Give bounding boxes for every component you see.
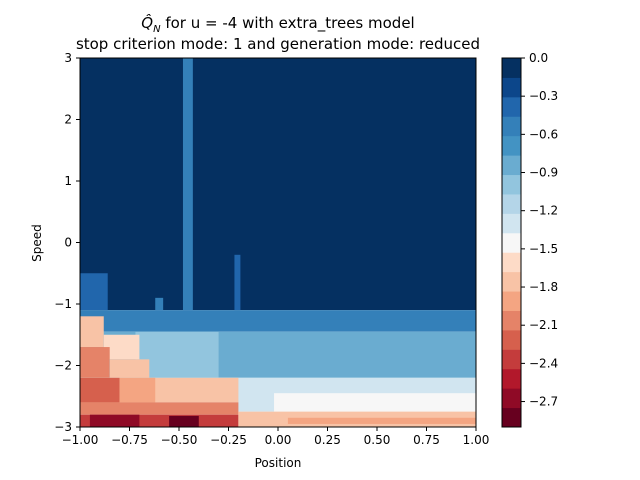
colorbar-tick-label: −0.6 <box>529 127 558 141</box>
heatmap-cell <box>109 359 150 378</box>
colorbar-segment <box>502 96 521 117</box>
colorbar-segment <box>502 349 521 370</box>
chart-title-line2: stop criterion mode: 1 and generation mo… <box>76 35 480 53</box>
colorbar-tick-label: −0.9 <box>529 166 558 180</box>
colorbar-segment <box>502 368 521 389</box>
colorbar-frame <box>501 57 522 428</box>
colorbar-tick-label: −1.5 <box>529 242 558 256</box>
x-tick-label: 0.25 <box>314 433 341 447</box>
colorbar-segment <box>502 329 521 350</box>
colorbar-segment <box>502 252 521 273</box>
y-tick-label: 1 <box>64 174 72 188</box>
x-tick-label: 0.00 <box>265 433 292 447</box>
colorbar-segment <box>502 193 521 214</box>
colorbar-tick-label: 0.0 <box>529 51 548 65</box>
colorbar-segment <box>502 58 521 78</box>
heatmap-cell <box>169 415 199 427</box>
title-symbol: Q̂ <box>141 13 153 32</box>
heatmap-cell <box>80 402 239 415</box>
heatmap-cell <box>258 319 476 329</box>
heatmap-cell <box>80 273 108 311</box>
colorbar-segment <box>502 271 521 292</box>
heatmap-cell <box>80 347 110 378</box>
colorbar-tick-label: −1.8 <box>529 280 558 294</box>
colorbar-ticks: 0.0 −0.3 −0.6 −0.9 −1.2 −1.5 −1.8 −2.1 −2.4 −2.7 <box>521 51 558 409</box>
x-tick-label: 0.50 <box>364 433 391 447</box>
colorbar-segment <box>502 232 521 253</box>
x-tick-label: 1.00 <box>463 433 490 447</box>
heatmap-cell <box>135 331 219 378</box>
x-tick-label: −0.25 <box>210 433 247 447</box>
y-tick-label: −1 <box>54 297 72 311</box>
heatmap-cell <box>287 417 476 424</box>
colorbar-segment <box>502 155 521 176</box>
colorbar-segment <box>502 77 521 98</box>
y-axis-label: Speed <box>30 224 44 262</box>
colorbar-tick-label: −1.2 <box>529 204 558 218</box>
y-tick-label: 3 <box>64 51 72 65</box>
x-tick-label: −0.75 <box>111 433 148 447</box>
y-axis-ticks: −3 −2 −1 0 1 2 3 <box>54 51 80 434</box>
colorbar-segment <box>502 213 521 234</box>
heatmap-cell <box>274 393 476 412</box>
heatmap-plot-area <box>80 58 476 427</box>
chart-title-line1: Q̂N for u = -4 with extra_trees model <box>141 13 414 35</box>
x-tick-label: −0.50 <box>161 433 198 447</box>
x-tick-label: −1.00 <box>62 433 99 447</box>
heatmap-cell <box>80 58 476 311</box>
x-tick-label: 0.75 <box>413 433 440 447</box>
y-tick-label: −3 <box>54 420 72 434</box>
heatmap-cell <box>119 377 156 403</box>
colorbar-tick-label: −2.7 <box>529 395 558 409</box>
x-axis-ticks: −1.00 −0.75 −0.50 −0.25 0.00 0.25 0.50 0.75 1.00 <box>62 427 490 447</box>
colorbar-segment <box>502 174 521 195</box>
x-axis-label: Position <box>255 456 302 470</box>
colorbar-tick-label: −0.3 <box>529 89 558 103</box>
y-tick-label: −2 <box>54 359 72 373</box>
title-line1-rest: for u = -4 with extra_trees model <box>161 14 415 33</box>
title-subscript: N <box>153 24 161 35</box>
colorbar-segment <box>502 135 521 156</box>
heatmap-cell <box>80 316 104 348</box>
colorbar-segment <box>502 310 521 331</box>
colorbar-segment <box>502 407 521 428</box>
colorbar-segment <box>502 116 521 137</box>
heatmap-cell <box>155 297 164 311</box>
colorbar-segment <box>502 291 521 311</box>
colorbar-tick-label: −2.4 <box>529 356 558 370</box>
heatmap-cell <box>234 254 241 311</box>
heatmap-cell <box>80 377 120 403</box>
heatmap-cell <box>89 414 140 427</box>
y-tick-label: 2 <box>64 113 72 127</box>
colorbar-segment <box>502 388 521 409</box>
colorbar-tick-label: −2.1 <box>529 318 558 332</box>
heatmap-cell <box>182 58 193 311</box>
y-tick-label: 0 <box>64 236 72 250</box>
colorbar <box>502 58 521 428</box>
